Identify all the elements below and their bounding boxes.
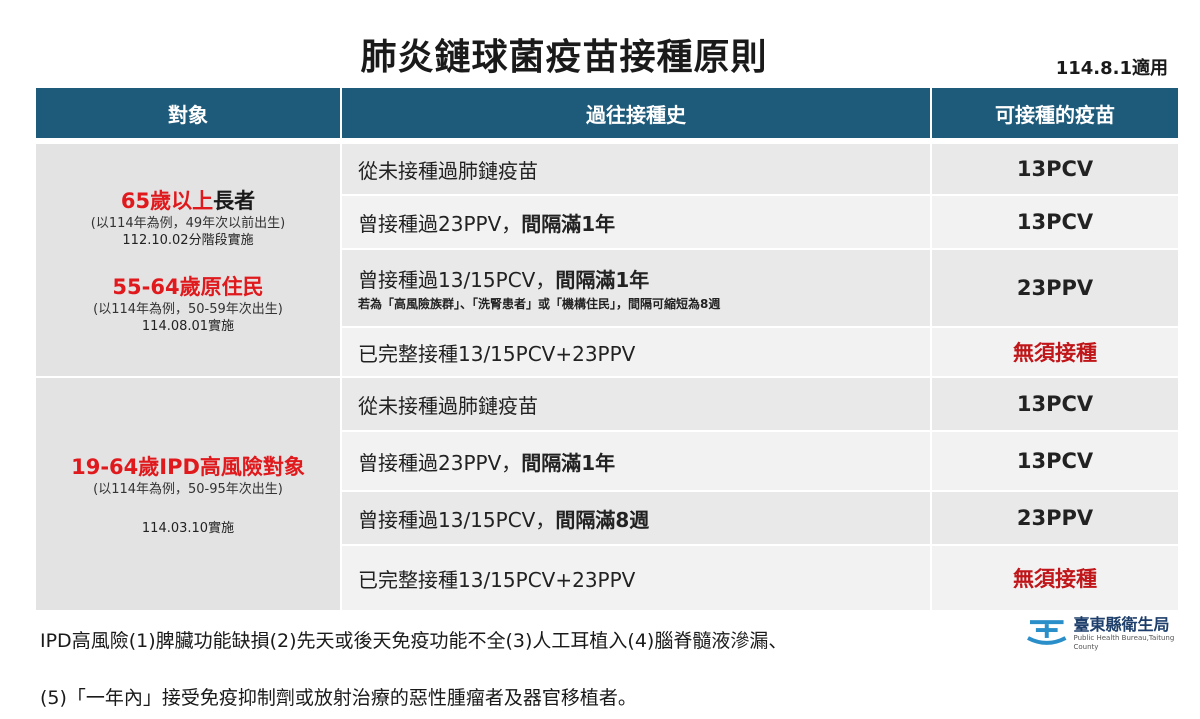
vaccine-cell: 13PCV [932, 378, 1178, 430]
table-row: 已完整接種13/15PCV+23PPV [342, 328, 930, 376]
target-ipd-note: (以114年為例，50-95年次出生) [93, 482, 283, 497]
history-text: 曾接種過23PPV， [358, 211, 522, 236]
table-row: 從未接種過肺鏈疫苗 [342, 378, 930, 430]
page-title: 肺炎鏈球菌疫苗接種原則 [360, 37, 768, 78]
history-text: 從未接種過肺鏈疫苗 [358, 158, 538, 183]
target-a-date: 112.10.02分階段實施 [122, 233, 254, 248]
target-a-age: 65歲以上 [120, 189, 214, 213]
target-b-date: 114.08.01實施 [141, 319, 235, 334]
target-ipd-date: 114.03.10實施 [141, 521, 235, 536]
target-b-age: 55-64歲原住民 [112, 275, 264, 299]
history-interval: 間隔滿1年 [521, 450, 616, 475]
footnote-line-1: IPD高風險(1)脾臟功能缺損(2)先天或後天免疫功能不全(3)人工耳植入(4)… [40, 630, 788, 652]
footnote-line-2: (5)「一年內」接受免疫抑制劑或放射治療的惡性腫瘤者及器官移植者。 [40, 687, 637, 709]
table-row: 曾接種過23PPV， 間隔滿1年 [342, 432, 930, 490]
history-interval: 間隔滿8週 [555, 507, 650, 532]
target-group-elderly: 65歲以上長者 (以114年為例，49年次以前出生) 112.10.02分階段實… [36, 144, 340, 376]
table-row: 已完整接種13/15PCV+23PPV [342, 546, 930, 610]
vaccine-cell: 23PPV [932, 492, 1178, 544]
table-row: 從未接種過肺鏈疫苗 [342, 144, 930, 194]
vaccine-cell: 13PCV [932, 144, 1178, 194]
vaccine-cell: 無須接種 [932, 328, 1178, 376]
bureau-emblem-icon [1027, 620, 1067, 645]
history-text: 已完整接種13/15PCV+23PPV [358, 567, 636, 592]
header-vaccine: 可接種的疫苗 [932, 88, 1178, 138]
vaccine-cell: 23PPV [932, 250, 1178, 326]
history-text: 已完整接種13/15PCV+23PPV [358, 341, 636, 366]
history-text: 曾接種過13/15PCV， [358, 507, 556, 532]
table-row: 曾接種過13/15PCV，間隔滿1年 若為「高風險族群」、「洗腎患者」或「機構住… [342, 250, 930, 326]
health-bureau-logo: 臺東縣衛生局 Public Health Bureau,Taitung Coun… [1026, 616, 1200, 652]
target-group-ipd: 19-64歲IPD高風險對象 (以114年為例，50-95年次出生) 114.0… [36, 378, 340, 610]
vaccine-cell: 無須接種 [932, 546, 1178, 610]
table-row: 曾接種過13/15PCV， 間隔滿8週 [342, 492, 930, 544]
target-b-note: (以114年為例，50-59年次出生) [93, 302, 283, 317]
history-text: 從未接種過肺鏈疫苗 [358, 393, 538, 418]
logo-subtitle: Public Health Bureau,Taitung County [1073, 634, 1175, 651]
table-row: 曾接種過23PPV， 間隔滿1年 [342, 196, 930, 248]
header-target: 對象 [36, 88, 340, 138]
vaccine-cell: 13PCV [932, 196, 1178, 248]
history-text: 曾接種過13/15PCV， [358, 268, 556, 292]
history-text: 曾接種過23PPV， [358, 450, 522, 475]
history-note: 若為「高風險族群」、「洗腎患者」或「機構住民」，間隔可縮短為8週 [358, 297, 721, 311]
header-history: 過往接種史 [342, 88, 930, 138]
vaccine-cell: 13PCV [932, 432, 1178, 490]
logo-name: 臺東縣衛生局 [1073, 615, 1170, 634]
target-a-label: 長者 [213, 189, 256, 213]
effective-date: 114.8.1適用 [1055, 58, 1168, 79]
history-interval: 間隔滿1年 [521, 211, 616, 236]
history-interval: 間隔滿1年 [555, 268, 650, 292]
target-ipd-label: 19-64歲IPD高風險對象 [71, 455, 305, 479]
target-a-note: (以114年為例，49年次以前出生) [90, 216, 286, 231]
